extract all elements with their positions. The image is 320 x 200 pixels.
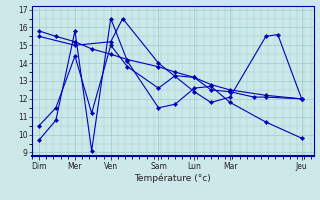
X-axis label: Température (°c): Température (°c) xyxy=(134,173,211,183)
